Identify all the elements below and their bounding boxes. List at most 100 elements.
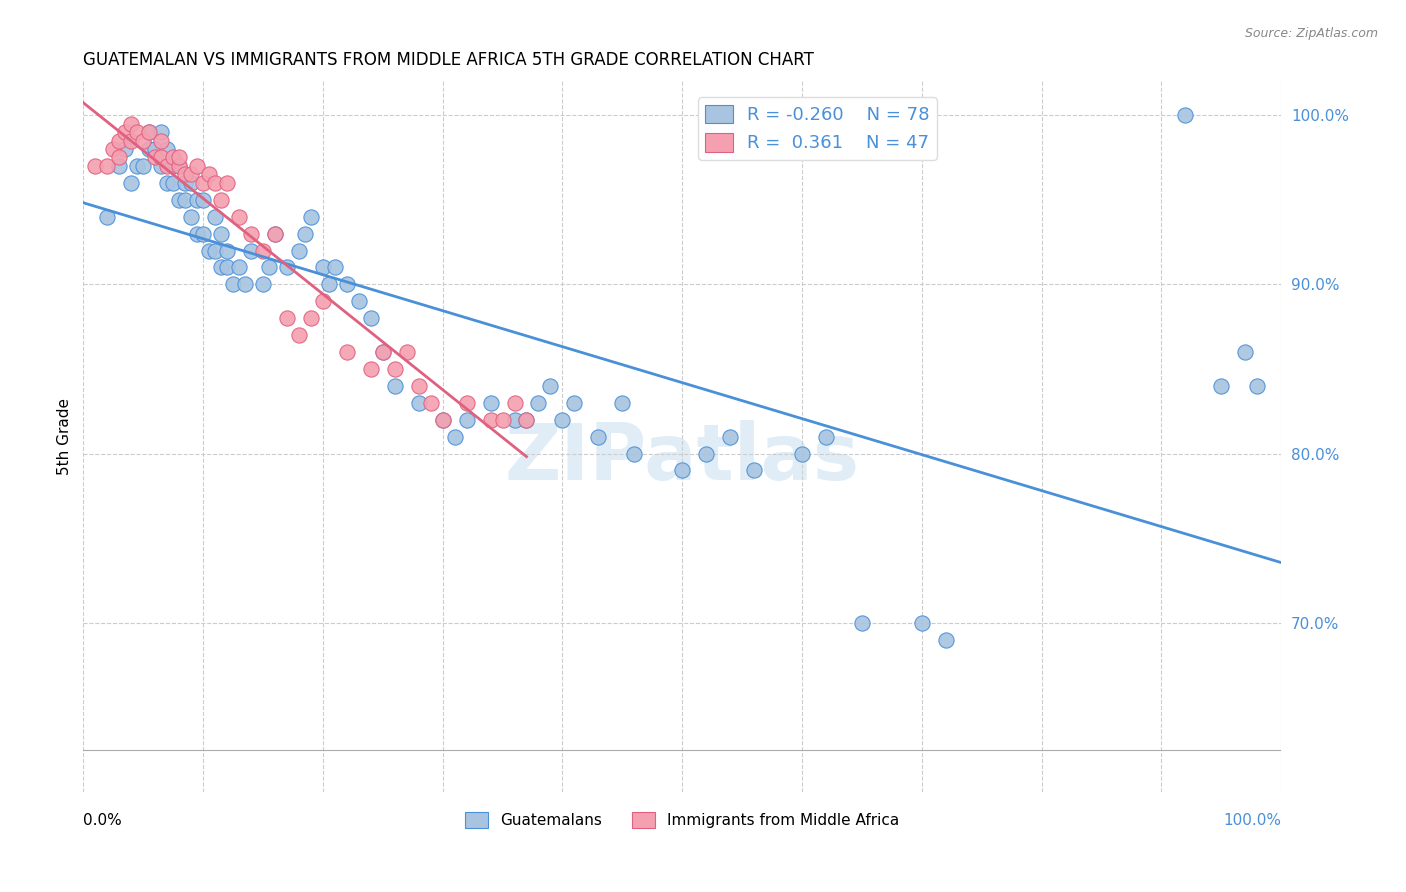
Point (96, 210, 118, 224)
Point (215, 176, 238, 190)
Point (132, 159, 155, 173)
Point (186, 227, 208, 241)
Point (347, 294, 370, 309)
Point (288, 244, 311, 258)
Point (1174, 108, 1197, 122)
Point (108, 151, 131, 165)
Point (209, 193, 232, 207)
Point (456, 396, 478, 410)
Point (588, 430, 610, 444)
Point (671, 463, 693, 477)
Point (911, 615, 934, 630)
Point (1246, 379, 1268, 393)
Point (419, 396, 441, 410)
Point (257, 260, 280, 275)
Text: GUATEMALAN VS IMMIGRANTS FROM MIDDLE AFRICA 5TH GRADE CORRELATION CHART: GUATEMALAN VS IMMIGRANTS FROM MIDDLE AFR… (83, 51, 814, 69)
Point (252, 277, 274, 292)
Point (360, 362, 382, 376)
Point (1234, 345, 1257, 359)
Point (167, 151, 190, 165)
Point (191, 193, 214, 207)
Point (156, 176, 179, 190)
Point (456, 413, 478, 427)
Point (150, 151, 173, 165)
Point (515, 413, 537, 427)
Point (515, 413, 537, 427)
Point (252, 244, 274, 258)
Point (299, 210, 322, 224)
Point (432, 413, 454, 427)
Point (143, 151, 166, 165)
Point (336, 345, 359, 359)
Point (384, 379, 406, 393)
Point (395, 345, 418, 359)
Point (150, 125, 173, 139)
Point (551, 413, 574, 427)
Point (191, 227, 214, 241)
Legend: Guatemalans, Immigrants from Middle Africa: Guatemalans, Immigrants from Middle Afri… (458, 805, 905, 834)
Point (150, 134, 173, 148)
Point (180, 210, 202, 224)
Point (299, 311, 322, 326)
Point (312, 294, 335, 309)
Point (162, 176, 184, 190)
Point (143, 142, 166, 156)
Point (695, 446, 717, 460)
Point (174, 193, 197, 207)
Point (198, 244, 221, 258)
Point (167, 193, 190, 207)
Point (432, 413, 454, 427)
Point (538, 379, 561, 393)
Point (167, 159, 190, 173)
Point (276, 260, 298, 275)
Point (174, 168, 197, 182)
Point (233, 277, 256, 292)
Point (264, 227, 287, 241)
Point (564, 396, 586, 410)
Point (156, 159, 179, 173)
Point (138, 125, 160, 139)
Point (162, 151, 184, 165)
Point (108, 159, 131, 173)
Point (851, 615, 873, 630)
Point (156, 142, 179, 156)
Point (167, 159, 190, 173)
Point (318, 277, 340, 292)
Point (138, 142, 160, 156)
Text: 0.0%: 0.0% (83, 814, 122, 829)
Point (312, 260, 335, 275)
Point (108, 134, 131, 148)
Point (204, 210, 226, 224)
Point (228, 260, 250, 275)
Point (150, 159, 173, 173)
Point (209, 227, 232, 241)
Point (384, 362, 406, 376)
Point (479, 396, 502, 410)
Text: ZIPatlas: ZIPatlas (505, 420, 859, 496)
Y-axis label: 5th Grade: 5th Grade (58, 398, 72, 475)
Point (204, 176, 226, 190)
Point (503, 396, 526, 410)
Point (120, 176, 142, 190)
Point (288, 328, 311, 343)
Point (114, 125, 136, 139)
Point (174, 176, 197, 190)
Point (180, 168, 202, 182)
Point (360, 311, 382, 326)
Text: Source: ZipAtlas.com: Source: ZipAtlas.com (1244, 27, 1378, 40)
Point (718, 430, 741, 444)
Point (503, 413, 526, 427)
Point (623, 446, 645, 460)
Point (138, 125, 160, 139)
Point (186, 159, 208, 173)
Point (612, 396, 634, 410)
Point (120, 134, 142, 148)
Point (1211, 379, 1233, 393)
Point (527, 396, 550, 410)
Point (114, 142, 136, 156)
Point (180, 176, 202, 190)
Point (371, 345, 394, 359)
Text: 100.0%: 100.0% (1223, 814, 1281, 829)
Point (127, 159, 149, 173)
Point (103, 142, 125, 156)
